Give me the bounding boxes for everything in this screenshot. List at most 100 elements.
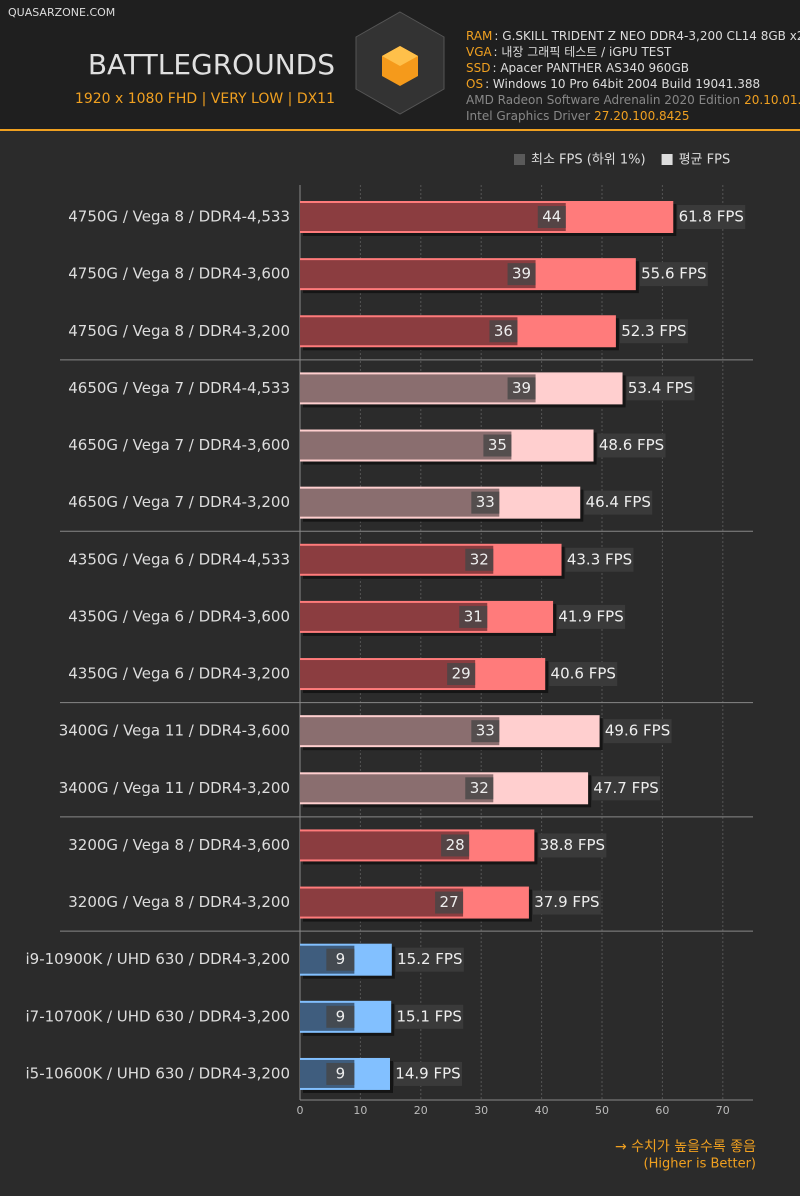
bar-min (300, 831, 470, 860)
spec-line: VGA: 내장 그래픽 테스트 / iGPU TEST (466, 45, 672, 59)
y-tick-label: 4350G / Vega 6 / DDR4-3,200 (68, 665, 290, 683)
x-tick-label: 70 (716, 1104, 730, 1117)
avg-label: 49.6 FPS (605, 722, 670, 740)
avg-label: 15.2 FPS (397, 950, 462, 968)
min-label-bg (326, 948, 355, 971)
avg-label-bg (565, 547, 634, 572)
min-label: 31 (464, 607, 483, 625)
title: BATTLEGROUNDS (88, 48, 335, 81)
min-label: 39 (512, 379, 531, 397)
min-label-bg (483, 434, 512, 457)
y-tick-label: 4750G / Vega 8 / DDR4-3,600 (68, 265, 290, 283)
min-label-bg (459, 605, 488, 628)
y-tick-label: 3400G / Vega 11 / DDR4-3,200 (59, 779, 290, 797)
driver-line: AMD Radeon Software Adrenalin 2020 Editi… (466, 93, 800, 107)
bar-min (300, 374, 536, 403)
avg-label-bg (639, 262, 708, 287)
bar-min (300, 260, 536, 289)
avg-label-bg (538, 833, 607, 858)
avg-label-bg (395, 947, 464, 972)
avg-label-bg (584, 490, 653, 515)
y-tick-label: 3200G / Vega 8 / DDR4-3,200 (68, 893, 290, 911)
x-tick-label: 30 (474, 1104, 488, 1117)
spec-label: OS (466, 77, 483, 91)
x-tick-label: 0 (297, 1104, 304, 1117)
avg-label: 38.8 FPS (540, 836, 605, 854)
min-label: 9 (336, 1007, 346, 1025)
avg-label: 43.3 FPS (567, 550, 632, 568)
avg-label: 41.9 FPS (558, 607, 623, 625)
min-label-bg (447, 663, 476, 686)
min-label: 27 (440, 893, 459, 911)
y-tick-label: 4750G / Vega 8 / DDR4-3,200 (68, 322, 290, 340)
avg-label: 15.1 FPS (397, 1007, 462, 1025)
min-label: 28 (446, 836, 465, 854)
min-label-bg (435, 891, 464, 914)
spec-text: : 내장 그래픽 테스트 / iGPU TEST (494, 45, 672, 59)
avg-label: 37.9 FPS (534, 893, 599, 911)
driver-name: AMD Radeon Software Adrenalin 2020 Editi… (466, 93, 740, 107)
bar-min (300, 660, 476, 689)
min-label: 9 (336, 1064, 346, 1082)
min-label: 29 (452, 665, 471, 683)
y-tick-label: i5-10600K / UHD 630 / DDR4-3,200 (26, 1064, 291, 1082)
spec-text: : Windows 10 Pro 64bit 2004 Build 19041.… (485, 77, 760, 91)
y-tick-label: 4650G / Vega 7 / DDR4-3,200 (68, 493, 290, 511)
avg-label: 47.7 FPS (593, 779, 658, 797)
min-label-bg (326, 1005, 355, 1028)
bar-min (300, 431, 512, 460)
min-label-bg (465, 548, 494, 571)
subtitle: 1920 x 1080 FHD | VERY LOW | DX11 (75, 91, 335, 107)
bar-min (300, 488, 500, 517)
spec-label: VGA (466, 45, 493, 59)
spec-line: OS: Windows 10 Pro 64bit 2004 Build 1904… (466, 77, 760, 91)
avg-label: 61.8 FPS (679, 208, 744, 226)
avg-label-bg (597, 433, 666, 458)
spec-line: SSD: Apacer PANTHER AS340 960GB (466, 61, 689, 75)
y-tick-label: 4350G / Vega 6 / DDR4-3,600 (68, 607, 290, 625)
y-tick-label: 4650G / Vega 7 / DDR4-4,533 (68, 379, 290, 397)
min-label-bg (471, 720, 500, 743)
x-tick-label: 50 (595, 1104, 609, 1117)
spec-label: SSD (466, 61, 490, 75)
spec-label: RAM (466, 29, 492, 43)
min-label: 33 (476, 722, 495, 740)
driver-name: Intel Graphics Driver (466, 109, 590, 123)
min-label-bg (441, 834, 470, 857)
avg-label-bg (619, 319, 688, 344)
avg-label: 52.3 FPS (621, 322, 686, 340)
min-label: 35 (488, 436, 507, 454)
min-label: 9 (336, 950, 346, 968)
min-label: 39 (512, 265, 531, 283)
min-label-bg (471, 491, 500, 514)
driver-version: 27.20.100.8425 (594, 109, 689, 123)
driver-version: 20.10.01.15 (744, 93, 800, 107)
y-tick-label: 4650G / Vega 7 / DDR4-3,600 (68, 436, 290, 454)
avg-label-bg (393, 1061, 462, 1086)
min-label-bg (489, 320, 518, 343)
note: → 수치가 높을수록 좋음 (615, 1139, 756, 1155)
min-label-bg (507, 377, 536, 400)
bar-min (300, 545, 494, 574)
min-label: 32 (470, 779, 489, 797)
bar-min (300, 203, 566, 231)
avg-label: 14.9 FPS (395, 1064, 460, 1082)
x-tick-label: 10 (353, 1104, 367, 1117)
bar-min (300, 774, 494, 803)
x-tick-label: 40 (535, 1104, 549, 1117)
logo (355, 11, 445, 115)
avg-label: 40.6 FPS (551, 665, 616, 683)
bar-min (300, 317, 518, 346)
avg-label-bg (557, 604, 626, 629)
legend-swatch (514, 154, 525, 165)
y-tick-label: 3200G / Vega 8 / DDR4-3,600 (68, 836, 290, 854)
avg-label-bg (532, 890, 601, 915)
avg-label-bg (677, 205, 746, 229)
bar-min (300, 602, 488, 631)
min-label-bg (507, 263, 536, 286)
avg-label: 46.4 FPS (586, 493, 651, 511)
y-tick-label: i9-10900K / UHD 630 / DDR4-3,200 (26, 950, 291, 968)
spec-line: RAM: G.SKILL TRIDENT Z NEO DDR4-3,200 CL… (466, 29, 800, 43)
